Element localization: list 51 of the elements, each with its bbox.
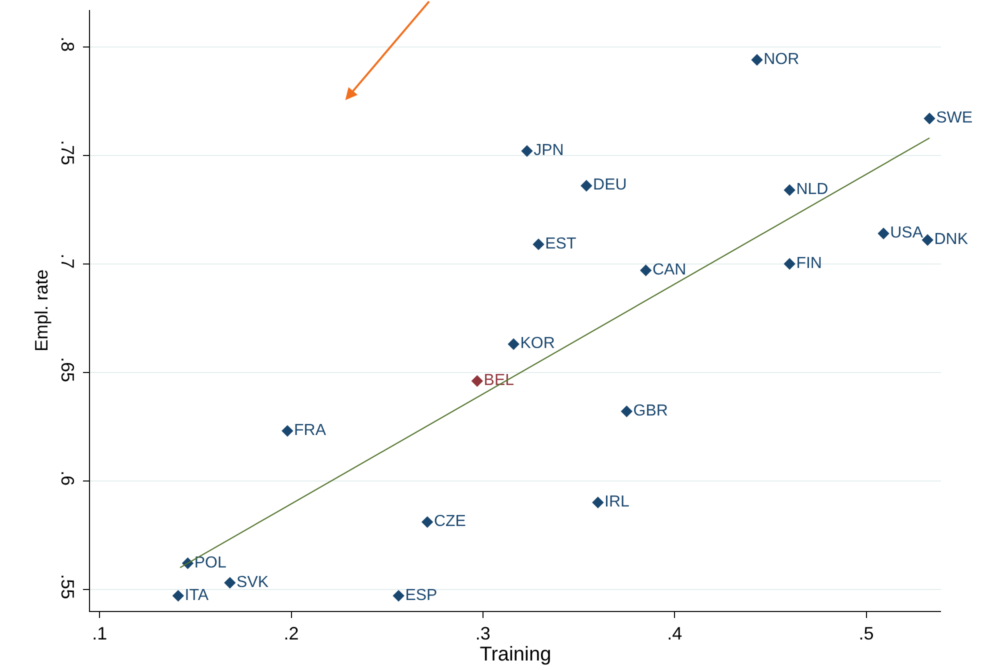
- point: [421, 516, 434, 528]
- data-label: ITA: [184, 586, 209, 604]
- point: [392, 590, 404, 602]
- point: [532, 238, 544, 250]
- point: [620, 406, 633, 418]
- point: [878, 228, 890, 240]
- x-tick-label: .3: [475, 624, 490, 644]
- data-label: FIN: [796, 254, 822, 272]
- point: [592, 496, 604, 508]
- y-tick-label: .8: [57, 36, 78, 52]
- data-label: SVK: [236, 574, 269, 591]
- data-label: FRA: [294, 422, 326, 439]
- data-label: DNK: [934, 230, 968, 248]
- y-tick-label: .75: [57, 140, 78, 166]
- x-axis-title: Training: [480, 644, 552, 666]
- data-label: SWE: [936, 109, 973, 126]
- point: [922, 234, 934, 246]
- point: [282, 425, 294, 437]
- point: [784, 258, 796, 270]
- data-label: DEU: [593, 176, 627, 194]
- point: [224, 576, 236, 589]
- data-label: USA: [890, 224, 924, 242]
- data-label: CAN: [652, 261, 686, 278]
- point: [521, 145, 533, 157]
- data-label: POL: [194, 554, 226, 572]
- data-label: ESP: [405, 586, 438, 604]
- data-label: IRL: [604, 494, 630, 511]
- data-label: EST: [545, 235, 576, 252]
- x-tick-label: .5: [858, 624, 874, 644]
- point: [580, 180, 592, 192]
- data-label: KOR: [520, 335, 555, 352]
- x-tick-label: .2: [284, 624, 299, 644]
- y-axis-title: Empl. rate: [32, 269, 52, 352]
- point: [784, 184, 796, 196]
- x-tick-label: .1: [92, 624, 108, 644]
- data-label: GBR: [633, 402, 668, 420]
- point: [751, 54, 763, 66]
- y-tick-label: .65: [57, 357, 78, 382]
- point: [471, 375, 484, 387]
- y-tick-label: .55: [57, 574, 78, 600]
- point: [172, 590, 184, 602]
- data-label: CZE: [434, 513, 466, 530]
- data-label: NOR: [764, 50, 800, 68]
- y-tick-label: .7: [57, 254, 78, 269]
- point: [508, 338, 520, 350]
- y-tick-label: .6: [57, 470, 78, 486]
- point: [640, 264, 652, 276]
- data-label: JPN: [534, 142, 564, 160]
- point: [924, 112, 936, 124]
- data-label: NLD: [796, 181, 828, 198]
- x-tick-label: .4: [667, 624, 682, 644]
